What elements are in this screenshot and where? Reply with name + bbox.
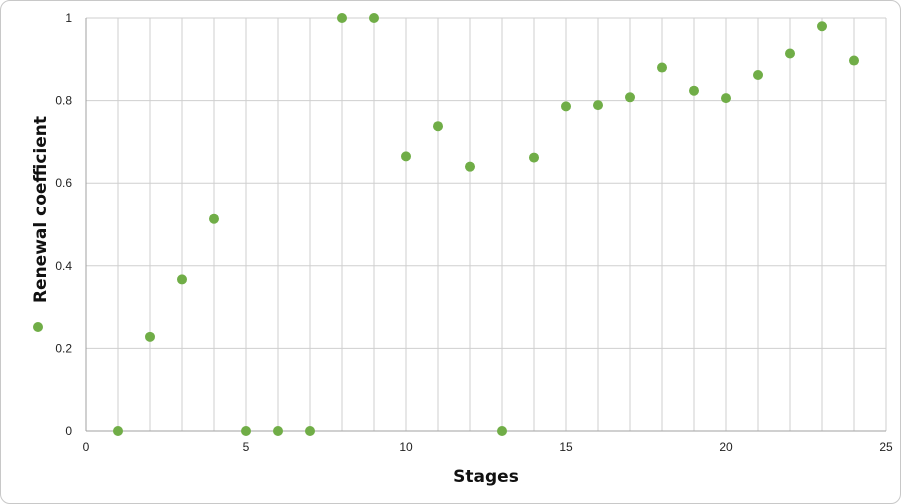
x-tick-label: 15 xyxy=(559,440,573,454)
gridlines xyxy=(85,17,887,432)
y-tick-label: 0.6 xyxy=(55,176,72,190)
data-point xyxy=(401,151,411,162)
tick-labels: 0 5 10 15 20 25 0 0.2 0.4 0.6 0.8 1 xyxy=(55,11,893,454)
y-tick-label: 0.8 xyxy=(55,94,72,108)
axes xyxy=(85,18,886,432)
y-tick-label: 0 xyxy=(65,424,72,438)
x-tick-label: 0 xyxy=(83,440,90,454)
data-point xyxy=(369,13,379,23)
data-point xyxy=(657,62,667,73)
data-point xyxy=(593,100,603,111)
data-point xyxy=(337,13,347,23)
x-tick-label: 20 xyxy=(719,440,733,454)
data-point xyxy=(625,92,635,103)
data-point xyxy=(241,426,251,436)
x-tick-label: 10 xyxy=(399,440,413,454)
data-point xyxy=(497,426,507,436)
data-point xyxy=(561,101,571,112)
data-point xyxy=(817,21,827,32)
data-point xyxy=(849,55,859,66)
data-point xyxy=(721,93,731,104)
data-point xyxy=(209,213,219,224)
y-tick-label: 0.2 xyxy=(55,341,72,355)
x-axis-title: Stages xyxy=(453,467,519,487)
data-point xyxy=(113,426,123,436)
data-point xyxy=(145,331,155,342)
data-point xyxy=(785,48,795,59)
data-point xyxy=(753,69,763,80)
data-point xyxy=(465,161,475,172)
x-tick-label: 25 xyxy=(879,440,893,454)
data-point xyxy=(689,85,699,96)
data-point xyxy=(529,152,539,163)
x-tick-label: 5 xyxy=(243,440,250,454)
data-point xyxy=(305,426,315,436)
y-tick-label: 0.4 xyxy=(55,259,72,273)
legend-marker xyxy=(33,322,43,332)
data-point xyxy=(433,121,443,132)
data-point xyxy=(273,426,283,436)
y-axis-title: Renewal coefficient xyxy=(31,116,51,303)
data-point xyxy=(177,274,187,285)
y-tick-label: 1 xyxy=(65,11,72,25)
data-points xyxy=(113,13,859,436)
